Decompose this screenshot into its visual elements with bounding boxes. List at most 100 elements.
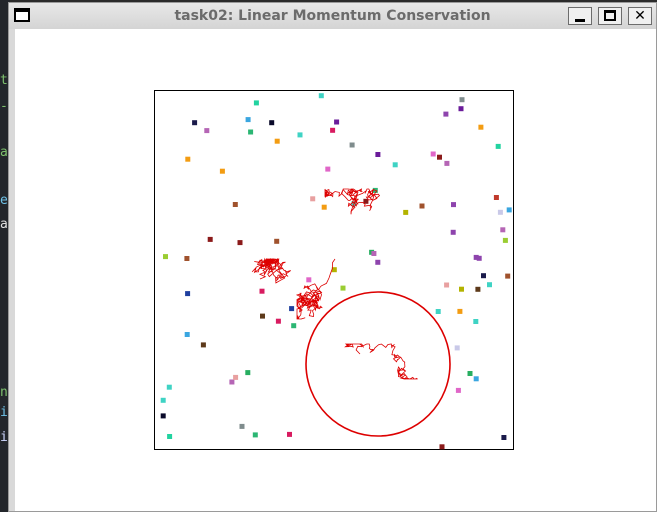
small-particle <box>495 143 501 149</box>
small-particle <box>459 286 464 292</box>
small-particle <box>444 160 450 166</box>
small-particle <box>493 195 499 200</box>
small-particle <box>200 342 206 348</box>
small-particle <box>248 129 254 135</box>
small-particle <box>325 166 331 172</box>
maximize-button[interactable] <box>598 7 622 25</box>
small-particle <box>473 319 479 324</box>
terminal-fragment: - <box>0 99 8 114</box>
terminal-fragment: i <box>0 430 8 445</box>
small-particle <box>166 384 172 390</box>
small-particle <box>467 371 473 376</box>
small-particle <box>419 203 425 209</box>
small-particle <box>306 277 312 283</box>
minimize-icon <box>575 19 585 22</box>
small-particle <box>476 255 482 261</box>
small-particle <box>459 97 465 103</box>
small-particle <box>375 259 381 265</box>
small-particle <box>269 120 275 126</box>
small-particle <box>473 376 479 382</box>
small-particle <box>340 285 346 291</box>
small-particle <box>430 151 436 157</box>
small-particle <box>443 111 449 117</box>
small-particle <box>473 254 479 260</box>
small-particle <box>334 119 340 125</box>
small-particle <box>167 434 173 439</box>
small-particle <box>229 379 235 385</box>
small-particle <box>275 318 281 324</box>
small-particle <box>475 286 481 292</box>
small-particle <box>318 93 324 99</box>
small-particle <box>207 236 213 242</box>
small-particle <box>502 237 508 243</box>
small-particle <box>363 198 369 204</box>
small-particle <box>184 332 190 337</box>
small-particle <box>439 444 445 450</box>
terminal-fragment: i <box>0 405 8 420</box>
small-particle <box>259 288 265 294</box>
small-particle <box>349 142 355 148</box>
particle-trails <box>251 188 418 380</box>
terminal-fragment: n <box>0 385 8 400</box>
small-particle <box>500 227 506 233</box>
small-particle <box>501 435 507 440</box>
small-particle <box>478 124 484 130</box>
small-particle <box>160 397 166 403</box>
small-particle <box>455 387 461 393</box>
small-particle <box>450 229 456 235</box>
small-particle <box>192 120 198 126</box>
small-particle <box>375 152 381 157</box>
small-particles <box>160 93 512 450</box>
particle-trail <box>295 258 336 320</box>
window-menu-icon[interactable] <box>14 8 30 22</box>
small-particle <box>289 306 295 312</box>
small-particle <box>274 138 280 144</box>
terminal-fragment: e <box>0 193 8 208</box>
simulation-box <box>154 90 514 450</box>
small-particle <box>403 209 409 215</box>
window-title: task02: Linear Momentum Conservation <box>174 8 491 24</box>
simulation-canvas-area[interactable] <box>15 29 656 511</box>
small-particle <box>163 254 168 260</box>
maximize-icon <box>604 10 616 21</box>
small-particle <box>260 313 265 319</box>
small-particle <box>437 154 442 160</box>
particle-trail <box>324 188 381 215</box>
small-particle <box>435 309 441 314</box>
small-particle <box>204 128 210 134</box>
small-particle <box>185 291 191 297</box>
small-particle <box>457 308 463 314</box>
small-particle <box>444 282 450 288</box>
title-bar[interactable]: task02: Linear Momentum Conservation ✕ <box>9 3 656 29</box>
terminal-fragment: a <box>0 145 8 160</box>
small-particle <box>451 202 456 208</box>
small-particle <box>237 240 243 246</box>
simulation-canvas[interactable] <box>15 29 656 511</box>
terminal-fragment: t <box>0 73 8 88</box>
small-particle <box>252 432 258 438</box>
small-particle <box>245 117 251 123</box>
small-particle <box>245 370 251 376</box>
small-particle <box>219 168 225 174</box>
small-particle <box>253 100 259 106</box>
small-particle <box>497 209 503 215</box>
particle-trail <box>344 343 418 380</box>
small-particle <box>481 273 486 279</box>
minimize-button[interactable] <box>568 7 592 25</box>
small-particle <box>330 127 336 133</box>
close-icon: ✕ <box>634 8 646 24</box>
close-button[interactable]: ✕ <box>628 7 652 25</box>
small-particle <box>506 207 512 213</box>
small-particle <box>185 156 191 162</box>
small-particle <box>291 323 297 329</box>
small-particle <box>392 162 398 168</box>
small-particle <box>274 238 280 244</box>
terminal-fragment: a <box>0 217 8 232</box>
small-particle <box>297 132 303 138</box>
small-particle <box>321 204 327 210</box>
small-particle <box>505 273 511 279</box>
small-particle <box>310 196 316 202</box>
small-particle <box>331 267 337 273</box>
particle-trail <box>251 257 291 284</box>
small-particle <box>232 202 238 207</box>
